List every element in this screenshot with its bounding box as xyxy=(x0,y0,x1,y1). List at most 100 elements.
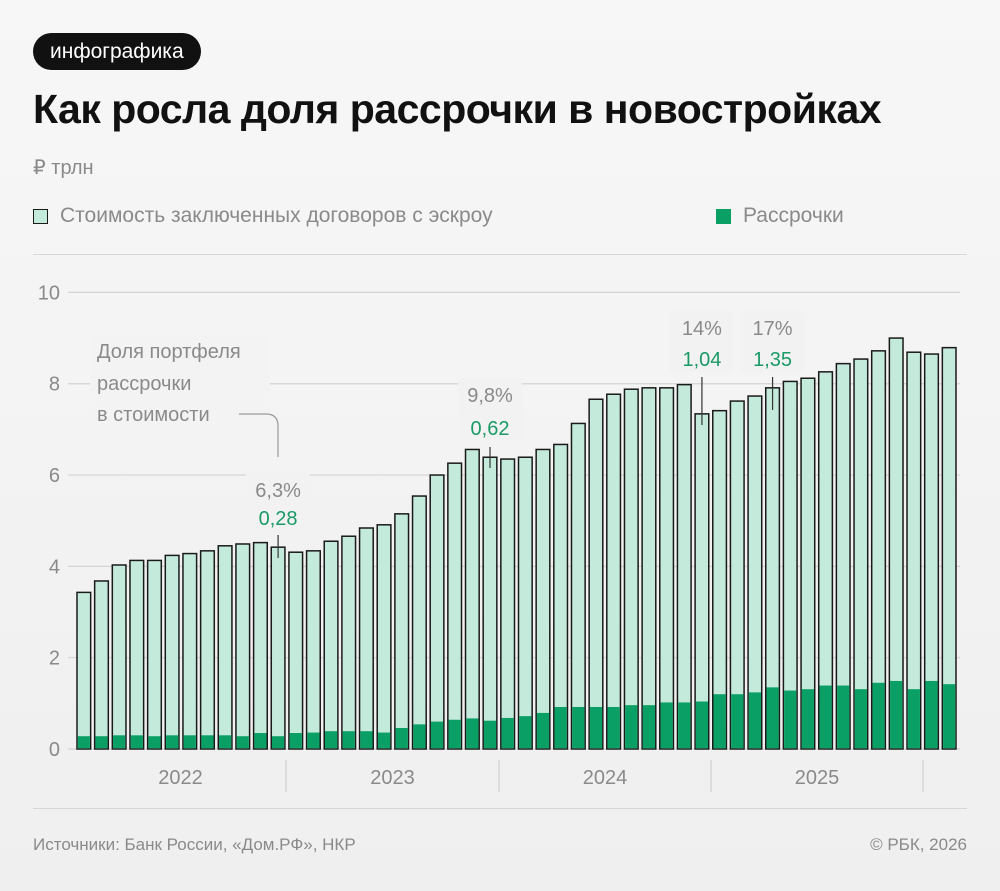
annotation-value: 1,04 xyxy=(682,349,721,371)
annotation-share: 17% xyxy=(753,318,793,340)
annotation-bg xyxy=(740,311,805,372)
bar-escrow xyxy=(941,346,957,750)
bar-installment xyxy=(77,736,90,749)
bar-escrow xyxy=(93,580,110,750)
bar-installment xyxy=(483,720,497,749)
bar-escrow xyxy=(588,398,604,750)
legend-item-escrow: Стоимость заключенных договоров с эскроу xyxy=(33,204,493,228)
bar-installment xyxy=(625,705,638,749)
bar-escrow xyxy=(623,388,639,750)
annotation-value: 1,35 xyxy=(753,349,792,371)
bar-installment xyxy=(272,736,285,749)
bar-escrow xyxy=(676,383,692,750)
bar-installment xyxy=(95,736,108,749)
bar-installment xyxy=(872,682,885,749)
bar-escrow xyxy=(694,413,710,750)
bar-escrow xyxy=(782,380,798,750)
bar-installment xyxy=(925,680,938,749)
bar-escrow xyxy=(252,541,269,750)
bar-escrow xyxy=(394,513,410,750)
bar-installment xyxy=(572,706,585,749)
bar-installment xyxy=(307,732,320,749)
x-tick-label: 2025 xyxy=(795,767,840,789)
bar-installment xyxy=(519,716,532,749)
bar-installment xyxy=(819,685,832,749)
bar-installment xyxy=(854,689,867,749)
legend-item-installment: Рассрочки xyxy=(716,204,844,228)
bar-installment xyxy=(589,706,603,749)
bar-escrow xyxy=(659,387,675,750)
bar-installment xyxy=(413,724,426,749)
bar-escrow xyxy=(323,540,339,750)
bar-escrow xyxy=(570,422,586,750)
y-tick-label: 10 xyxy=(38,282,60,304)
bar-installment xyxy=(324,731,338,749)
bar-escrow xyxy=(199,550,216,750)
bar-escrow xyxy=(500,458,516,750)
bar-installment xyxy=(430,721,444,749)
bar-installment xyxy=(113,735,126,749)
bar-escrow xyxy=(906,351,922,750)
bar-escrow xyxy=(358,527,374,750)
y-tick-label: 6 xyxy=(49,465,60,487)
bar-escrow xyxy=(146,559,163,750)
copyright: © РБК, 2026 xyxy=(870,835,967,854)
bar-escrow xyxy=(923,353,940,750)
bar-escrow xyxy=(111,564,127,750)
bar-escrow xyxy=(429,474,445,750)
bar-escrow xyxy=(800,377,816,750)
bar-installment xyxy=(201,735,214,749)
annotation-value: 0,62 xyxy=(471,418,510,440)
bar-escrow xyxy=(305,550,321,750)
bar-installment xyxy=(801,689,814,749)
bar-installment xyxy=(837,685,850,749)
bar-escrow xyxy=(641,387,657,750)
bar-installment xyxy=(166,735,179,749)
legend-label-escrow: Стоимость заключенных договоров с эскроу xyxy=(60,204,493,227)
bar-escrow xyxy=(747,395,763,750)
bar-escrow xyxy=(729,400,745,750)
bar-escrow xyxy=(129,559,145,750)
bar-escrow xyxy=(447,462,463,750)
bar-escrow xyxy=(870,350,887,750)
bar-installment xyxy=(219,735,232,749)
bar-installment xyxy=(466,718,479,749)
bar-escrow xyxy=(164,554,180,750)
bar-escrow xyxy=(535,448,551,750)
bar-installment xyxy=(360,731,373,749)
bar-installment xyxy=(695,701,709,749)
annotation-bg xyxy=(458,378,523,441)
annotation-share: 9,8% xyxy=(467,385,513,407)
bar-installment xyxy=(289,733,302,749)
annotation-value: 0,28 xyxy=(259,508,298,530)
x-tick-label: 2024 xyxy=(583,767,628,789)
bar-escrow xyxy=(270,546,286,750)
bar-installment xyxy=(607,706,620,749)
bar-escrow xyxy=(853,358,869,750)
source-note: Источники: Банк России, «Дом.РФ», НКР xyxy=(33,835,356,854)
x-tick-label: 2023 xyxy=(370,767,415,789)
bar-installment xyxy=(501,717,514,749)
annotation-bg xyxy=(246,473,311,531)
bar-installment xyxy=(148,736,161,749)
bar-installment xyxy=(342,731,355,749)
legend-swatch-installment xyxy=(716,208,731,224)
bar-escrow xyxy=(235,543,251,750)
bar-installment xyxy=(890,680,903,749)
bar-escrow xyxy=(411,495,427,750)
bar-installment xyxy=(254,733,267,749)
bar-installment xyxy=(713,694,726,749)
bar-installment xyxy=(784,690,797,749)
bar-escrow xyxy=(888,337,904,750)
divider-top xyxy=(33,254,967,255)
bar-escrow xyxy=(606,393,622,750)
bar-escrow xyxy=(553,443,569,750)
bar-escrow xyxy=(217,545,233,750)
bar-escrow xyxy=(817,371,834,750)
annotation-share: 6,3% xyxy=(255,480,301,502)
legend-swatch-escrow xyxy=(33,208,48,224)
unit-label: ₽ трлн xyxy=(33,157,94,179)
bar-installment xyxy=(183,735,196,749)
bar-installment xyxy=(748,692,761,749)
